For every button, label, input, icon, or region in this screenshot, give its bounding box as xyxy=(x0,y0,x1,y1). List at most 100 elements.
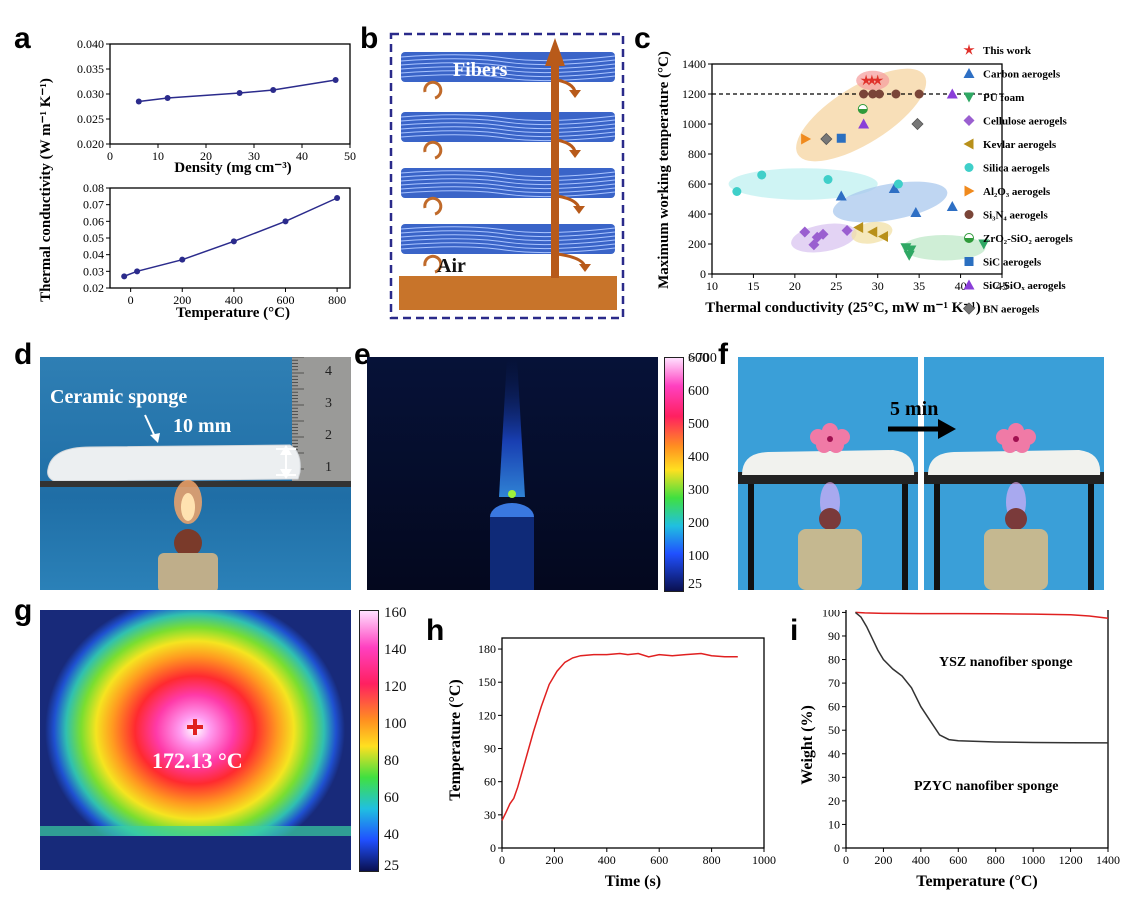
legend-label: Silica aerogels xyxy=(983,163,1050,175)
fiber-strand xyxy=(400,170,616,178)
y-tick-label: 1200 xyxy=(682,87,706,101)
panel-a-charts: Thermal conductivity (W m⁻¹ K⁻¹) 0 10 20 30… xyxy=(38,37,356,321)
y-tick-label: 800 xyxy=(688,147,706,161)
colorbar-tick: 600 xyxy=(688,351,709,366)
data-point xyxy=(946,201,958,211)
stand-leg xyxy=(748,484,754,590)
x-tick-label: 40 xyxy=(955,279,967,293)
panel-a-top-xlabel: Density (mg cm⁻³) xyxy=(174,160,291,176)
x-tick-label: 200 xyxy=(545,853,563,867)
x-tick-label: 30 xyxy=(872,279,884,293)
panel-f-photos: 5 min xyxy=(738,357,1117,590)
data-point xyxy=(964,163,974,172)
x-tick-label: 40 xyxy=(296,149,308,163)
x-tick-label: 600 xyxy=(650,853,668,867)
x-tick-label: 0 xyxy=(107,149,113,163)
panel-i-chart: Weight (%) 0 200 400 600 800 1000 1200 1400 0 10 2… xyxy=(799,610,1120,890)
panel-d-photo: 4 3 2 1 Ceramic sponge 10 mm xyxy=(40,357,351,590)
air-label: Air xyxy=(437,255,466,277)
data-point xyxy=(868,89,878,99)
ruler xyxy=(292,357,351,482)
ceramic-sponge xyxy=(47,444,301,482)
panel-label-d: d xyxy=(14,338,33,371)
panel-h-chart: Temperature (°C) 0 200 400 600 800 1000 0 30 60 9… xyxy=(447,637,776,890)
legend-label: Cellulose aerogels xyxy=(983,116,1068,128)
colorbar-tick-500: 500 xyxy=(688,417,709,432)
fiber-strand xyxy=(400,126,616,134)
panel-c-ylabel: Maximum working temperature (°C) xyxy=(656,51,672,289)
group-ellipse xyxy=(796,68,927,162)
data-point xyxy=(874,89,884,99)
plot-frame xyxy=(501,637,765,849)
arrow-head xyxy=(573,206,585,214)
data-point xyxy=(179,256,186,263)
data-point xyxy=(859,89,869,99)
data-point xyxy=(164,95,171,101)
y-tick-label: 400 xyxy=(688,207,706,221)
tga-plot: 0 200 400 600 800 1000 1200 1400 0 10 20 30 40 50 60 70… xyxy=(822,610,1120,867)
fiber-strand xyxy=(400,70,616,78)
y-tick-label: 70 xyxy=(828,676,840,690)
ceramic-sponge xyxy=(928,450,1101,475)
data-point xyxy=(270,87,277,93)
y-tick-label: 200 xyxy=(688,237,706,251)
x-tick-label: 25 xyxy=(830,279,842,293)
arrow-head xyxy=(579,264,591,272)
data-point xyxy=(282,218,289,225)
svg-text:4: 4 xyxy=(325,364,332,379)
deflection-arrows xyxy=(556,78,591,272)
legend-label: PU foam xyxy=(983,92,1024,104)
burner-bottle xyxy=(984,529,1048,590)
colorbar-tick-140: 140 xyxy=(384,642,407,658)
colorbar-tick-40: 40 xyxy=(384,827,399,843)
y-tick-label: 0.08 xyxy=(83,181,104,195)
y-tick-label: 0.06 xyxy=(83,214,104,228)
legend-label: This work xyxy=(983,45,1032,57)
arrow-head xyxy=(569,150,581,158)
data-point xyxy=(962,302,976,315)
x-tick-label: 200 xyxy=(874,853,892,867)
data-point xyxy=(841,225,853,236)
fiber-strand xyxy=(400,66,616,74)
legend-label: Al₂O₃ aerogels xyxy=(983,186,1051,198)
swirl-icon xyxy=(423,254,443,274)
flame-plume xyxy=(499,357,525,497)
y-tick-label: 90 xyxy=(484,742,496,756)
panel-label-f: f xyxy=(718,338,728,371)
fiber-strand xyxy=(400,226,616,234)
panel-i-ylabel: Weight (%) xyxy=(799,705,816,785)
y-tick-label: 0.030 xyxy=(77,87,104,101)
fiber-strand xyxy=(400,242,616,250)
fiber-strand xyxy=(400,122,616,130)
fiber-strand xyxy=(400,186,616,194)
stand-leg xyxy=(902,484,908,590)
sponge-label: Ceramic sponge xyxy=(50,386,187,408)
data-point xyxy=(135,98,142,105)
y-tick-label: 1000 xyxy=(682,117,706,131)
comparison-scatter: 10 15 20 25 30 35 40 45 0 200 400 600 800 1000 1200 140… xyxy=(682,57,1008,293)
x-tick-label: 400 xyxy=(912,853,930,867)
y-tick-label: 180 xyxy=(478,642,496,656)
burner-bottle xyxy=(798,529,862,590)
legend-label: SiC aerogels xyxy=(983,257,1042,269)
x-tick-label: 400 xyxy=(598,853,616,867)
colorbar-tick-600: 600 xyxy=(688,384,709,399)
flower-petal xyxy=(822,423,838,439)
y-tick-label: 0.02 xyxy=(83,281,104,295)
weight-line xyxy=(854,611,1109,744)
data-point xyxy=(853,222,864,233)
y-tick-label: 60 xyxy=(484,775,496,789)
panel-label-c: c xyxy=(634,22,651,55)
fiber-strand xyxy=(400,62,616,70)
fiber-layers xyxy=(400,52,616,254)
svg-text:3: 3 xyxy=(325,396,332,411)
burner-bottle xyxy=(158,553,218,590)
data-point xyxy=(799,226,811,238)
colorbar-tick-120: 120 xyxy=(384,679,407,695)
data-point xyxy=(963,68,975,78)
colorbar-tick-200: 200 xyxy=(688,516,709,531)
legend-label: ZrO₂-SiO₂ aerogels xyxy=(983,233,1074,245)
hotspot xyxy=(508,490,516,498)
x-tick-label: 400 xyxy=(225,293,243,307)
y-tick-label: 0 xyxy=(700,267,706,281)
